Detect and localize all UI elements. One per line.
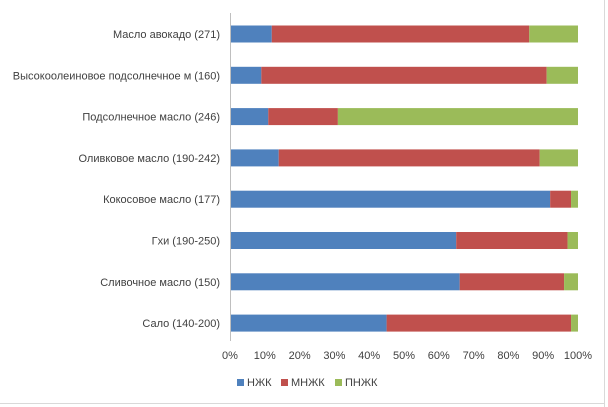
bar-segment-1 — [230, 149, 279, 167]
bar-segment-3 — [571, 314, 578, 332]
category-label: Масло авокадо (271) — [113, 29, 220, 41]
x-tick-label: 30% — [323, 350, 345, 362]
x-tick-label: 10% — [254, 350, 276, 362]
bar-segment-1 — [230, 25, 272, 43]
legend-swatch — [237, 379, 244, 386]
x-tick-label: 0% — [222, 350, 238, 362]
bar-segment-2 — [550, 190, 572, 208]
bar-segment-2 — [261, 66, 547, 84]
bar-segment-3 — [539, 149, 578, 167]
bar-segments — [230, 25, 578, 332]
legend-swatch — [281, 379, 288, 386]
x-tick-label: 70% — [463, 350, 485, 362]
x-tick-label: 100% — [564, 350, 592, 362]
category-label: Высокоолеиновое подсолнечное м (160) — [13, 70, 220, 82]
bar-segment-2 — [268, 108, 338, 126]
bar-segment-1 — [230, 108, 269, 126]
bar-segment-2 — [386, 314, 572, 332]
x-tick-label: 60% — [428, 350, 450, 362]
bar-segment-3 — [571, 190, 578, 208]
x-tick-label: 20% — [289, 350, 311, 362]
category-label: Подсолнечное масло (246) — [82, 112, 220, 124]
category-label: Сало (140-200) — [142, 318, 220, 330]
bar-segment-3 — [564, 273, 578, 291]
x-tick-label: 50% — [393, 350, 415, 362]
category-label: Гхи (190-250) — [152, 236, 220, 248]
bar-segment-1 — [230, 66, 262, 84]
bar-segment-1 — [230, 232, 457, 249]
category-labels: Масло авокадо (271) Высокоолеиновое подсо… — [13, 29, 220, 330]
bar-segment-2 — [456, 232, 568, 249]
chart-frame-right — [604, 0, 605, 407]
bar-segment-1 — [230, 314, 387, 332]
bar-segment-1 — [230, 190, 551, 208]
x-axis: 0% 10% 20% 30% 40% 50% 60% 70% 80% 90% 100% — [222, 13, 592, 362]
category-label: Оливковое масло (190-242) — [79, 153, 221, 165]
bar-segment-3 — [529, 25, 578, 43]
x-tick-label: 40% — [358, 350, 380, 362]
category-label: Кокосовое масло (177) — [103, 194, 220, 206]
chart-frame-bottom — [0, 403, 605, 404]
legend: НЖК МНЖК ПНЖК — [237, 377, 378, 389]
legend-label: МНЖК — [291, 377, 325, 389]
bar-segment-3 — [567, 232, 578, 249]
x-tick-label: 80% — [497, 350, 519, 362]
legend-label: ПНЖК — [345, 377, 378, 389]
category-label: Сливочное масло (150) — [100, 277, 220, 289]
bar-segment-2 — [278, 149, 540, 167]
bar-segment-2 — [271, 25, 530, 43]
legend-label: НЖК — [247, 377, 272, 389]
x-tick-label: 90% — [532, 350, 554, 362]
bar-segment-2 — [459, 273, 565, 291]
bar-segment-3 — [546, 66, 578, 84]
bar-segment-1 — [230, 273, 460, 291]
bar-segment-3 — [337, 108, 578, 126]
legend-swatch — [335, 379, 342, 386]
